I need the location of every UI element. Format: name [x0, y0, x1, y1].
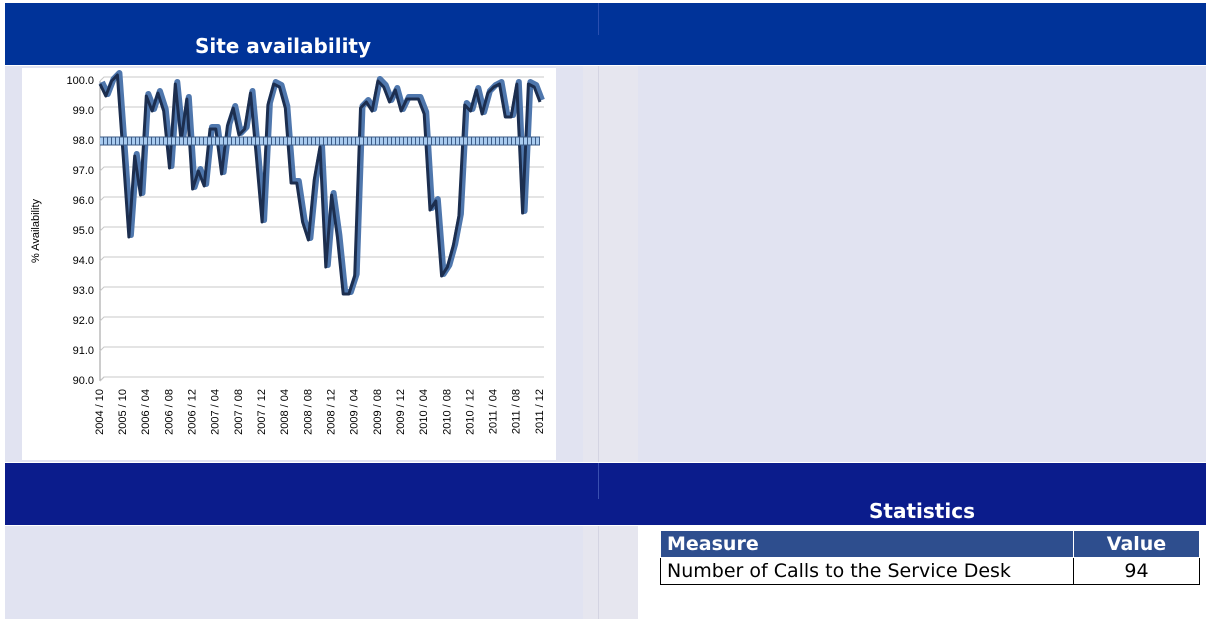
- x-tick-label: 2009 / 12: [395, 389, 407, 435]
- gap-column: [583, 526, 638, 619]
- x-tick-label: 2008 / 04: [279, 389, 291, 435]
- divider: [598, 526, 599, 619]
- x-tick-label: 2006 / 04: [140, 389, 152, 435]
- stats-table: Measure Value Number of Calls to the Serv…: [660, 530, 1200, 585]
- header-cell: Value: [1073, 530, 1200, 558]
- grid-line: [99, 106, 544, 112]
- x-tick-label: 2008 / 12: [325, 389, 337, 435]
- header-band: [583, 463, 638, 525]
- grid-line: [99, 166, 544, 172]
- x-tick-label: 2010 / 08: [441, 389, 453, 435]
- grid-line: [99, 76, 544, 82]
- divider: [598, 463, 599, 499]
- y-tick-label: 97.0: [73, 165, 94, 177]
- series-line: [98, 73, 542, 296]
- header-band: [5, 3, 1206, 65]
- y-tick-label: 95.0: [73, 225, 94, 237]
- gap-column: [583, 66, 638, 462]
- x-tick-label: 2009 / 04: [349, 389, 361, 435]
- divider: [598, 3, 599, 35]
- y-tick-label: 93.0: [73, 285, 94, 297]
- header-cell: Measure: [660, 530, 1074, 558]
- header-band: [638, 463, 1206, 525]
- y-tick-label: 91.0: [73, 345, 94, 357]
- y-tick-label: 92.0: [73, 315, 94, 327]
- cell: 94: [1073, 557, 1200, 585]
- grid-line: [99, 376, 544, 382]
- y-axis-label: % Availability: [30, 199, 42, 263]
- section-title: Site availability: [194, 34, 372, 58]
- x-tick-label: 2006 / 08: [163, 389, 175, 435]
- x-tick-label: 2006 / 12: [187, 389, 199, 435]
- grid-line: [99, 316, 544, 322]
- x-tick-label: 2009 / 08: [372, 389, 384, 435]
- y-tick-label: 100.0: [66, 75, 94, 87]
- y-tick-label: 94.0: [73, 255, 94, 267]
- y-tick-label: 96.0: [73, 195, 94, 207]
- grid-line: [99, 226, 544, 232]
- x-tick-label: 2010 / 12: [464, 389, 476, 435]
- y-tick-label: 90.0: [73, 375, 94, 387]
- x-tick-label: 2011 / 04: [488, 389, 500, 434]
- grid-line: [99, 286, 544, 292]
- stats-table-wrap: Measure Value Number of Calls to the Serv…: [660, 530, 1200, 585]
- left-panel: [5, 526, 583, 619]
- cell: Number of Calls to the Service Desk: [660, 557, 1074, 585]
- right-panel: [638, 66, 1206, 462]
- row: Number of Calls to the Service Desk 94: [660, 557, 1200, 585]
- grid-line: [99, 256, 544, 262]
- divider: [598, 66, 599, 462]
- x-tick-label: 2007 / 04: [210, 389, 222, 435]
- x-tick-label: 2008 / 08: [302, 389, 314, 435]
- x-tick-label: 2007 / 12: [256, 389, 268, 435]
- x-tick-label: 2011 / 12: [534, 389, 546, 434]
- y-tick-label: 98.0: [73, 135, 94, 147]
- section-title: Statistics: [869, 499, 975, 523]
- header-band: [5, 463, 583, 525]
- grid-line: [99, 196, 544, 202]
- x-tick-label: 2004 / 10: [94, 389, 106, 435]
- x-tick-label: 2007 / 08: [233, 389, 245, 435]
- grid-line: [99, 346, 544, 352]
- chart: % Availability 90.0 91.0 92.0 93.0 94.0 95.0 9…: [22, 68, 556, 460]
- x-tick-label: 2005 / 10: [117, 389, 129, 435]
- x-tick-label: 2011 / 08: [511, 389, 523, 434]
- x-tick-label: 2010 / 04: [418, 389, 430, 435]
- header-row: Measure Value: [660, 530, 1200, 558]
- y-tick-label: 99.0: [73, 105, 94, 117]
